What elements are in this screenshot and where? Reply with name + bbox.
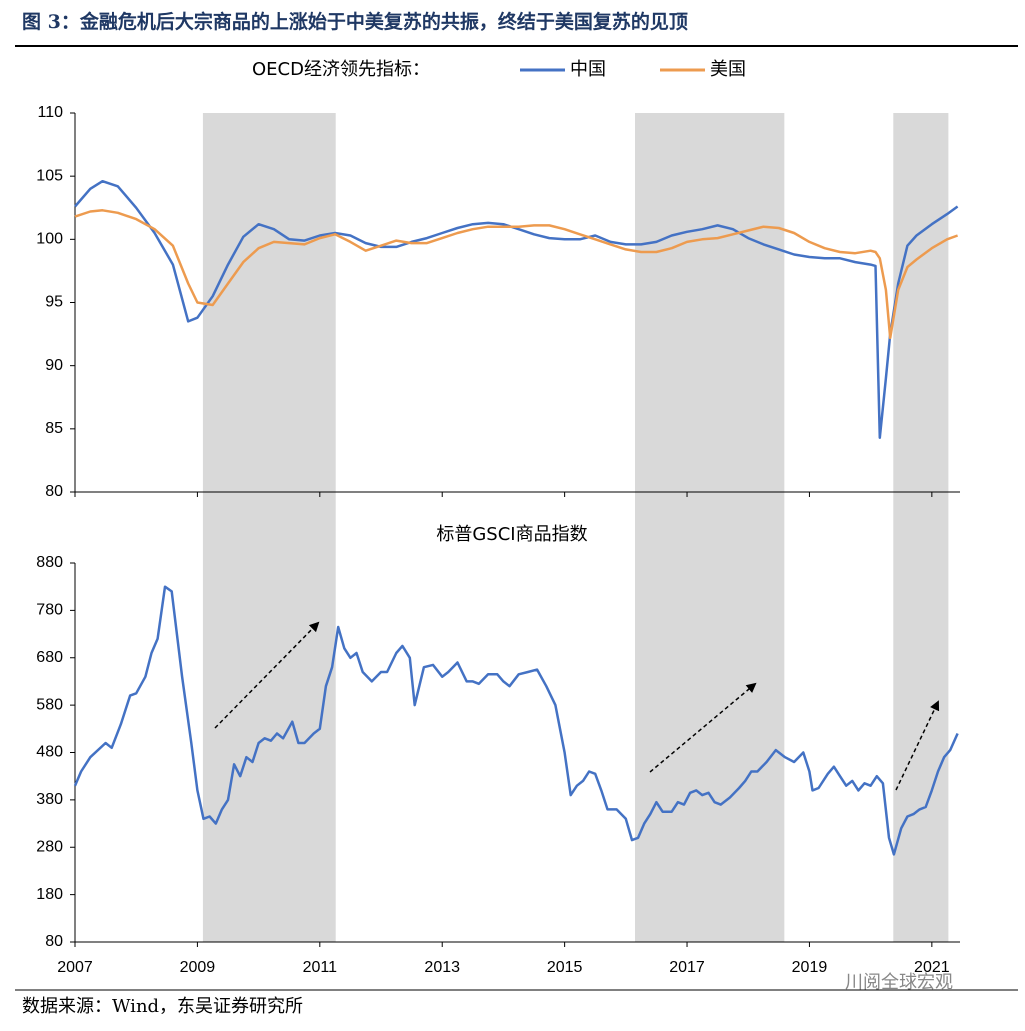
- trend-arrow: [649, 682, 757, 773]
- y-tick-label: 110: [37, 104, 63, 121]
- series-line: [73, 585, 959, 856]
- x-tick-label: 2015: [547, 959, 583, 976]
- x-tick-label: 2011: [303, 959, 338, 976]
- page-title: 图 3：金融危机后大宗商品的上涨始于中美复苏的共振，终结于美国复苏的见顶: [22, 10, 688, 33]
- series-line: [74, 209, 959, 340]
- legend-title: OECD经济领先指标：: [252, 59, 430, 80]
- legend-label: 美国: [710, 59, 746, 80]
- series-line: [74, 179, 959, 439]
- y-tick-label: 90: [45, 357, 63, 374]
- chart-subtitle: 标普GSCI商品指数: [436, 524, 587, 545]
- y-tick-label: 85: [45, 420, 63, 437]
- x-tick-label: 2019: [792, 959, 828, 976]
- y-tick-label: 580: [36, 696, 63, 713]
- y-tick-label: 105: [36, 167, 63, 184]
- source-note: 数据来源：Wind，东吴证券研究所: [22, 996, 303, 1017]
- y-tick-label: 780: [36, 602, 63, 619]
- trend-arrow: [214, 621, 320, 729]
- y-tick-label: 380: [36, 791, 63, 808]
- x-tick-label: 2007: [57, 959, 93, 976]
- watermark: 川阅全球宏观: [845, 972, 953, 993]
- plot-layer: 80 85 90 95 100 105 110 80 180 280 380 480 580 680 780…: [36, 59, 960, 976]
- y-tick-label: 480: [36, 744, 63, 761]
- x-tick-label: 2013: [424, 959, 460, 976]
- shaded-period: [893, 113, 949, 942]
- legend-label: 中国: [570, 59, 606, 80]
- x-tick-label: 2009: [180, 959, 216, 976]
- y-tick-label: 80: [45, 933, 63, 950]
- y-tick-label: 880: [36, 554, 63, 571]
- y-tick-label: 100: [36, 231, 63, 248]
- trend-arrow: [895, 700, 940, 791]
- x-tick-label: 2021: [914, 959, 950, 976]
- y-tick-label: 680: [36, 649, 63, 666]
- y-tick-label: 180: [36, 886, 63, 903]
- shaded-period: [635, 113, 785, 942]
- y-tick-label: 95: [45, 294, 63, 311]
- y-tick-label: 80: [45, 483, 63, 500]
- y-tick-label: 280: [36, 838, 63, 855]
- x-tick-label: 2017: [669, 959, 705, 976]
